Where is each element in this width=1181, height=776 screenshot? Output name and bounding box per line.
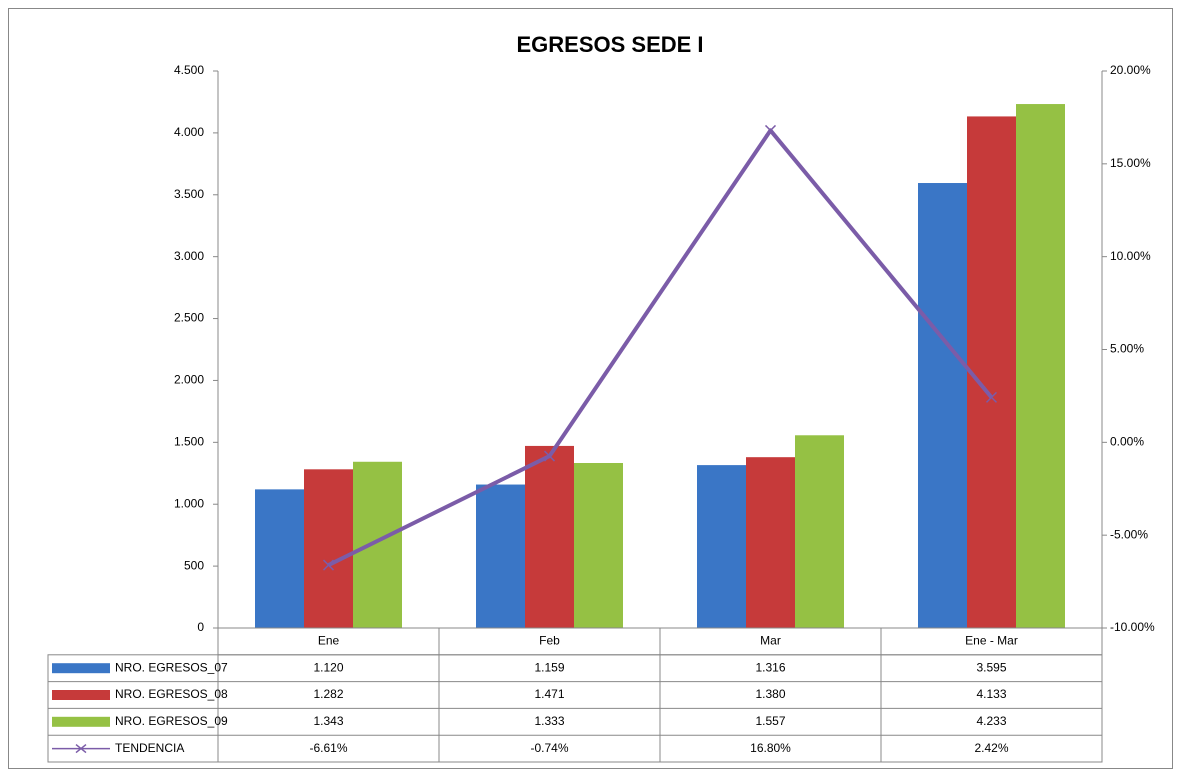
bar — [795, 435, 844, 628]
table-value: -6.61% — [309, 741, 347, 755]
x-tick-label: Ene — [318, 634, 340, 648]
y2-tick-label: 0.00% — [1110, 435, 1144, 449]
bar — [304, 469, 353, 628]
legend-key — [52, 716, 110, 727]
chart-title: EGRESOS SEDE I — [516, 32, 703, 57]
table-value: 2.42% — [974, 741, 1008, 755]
table-value: 1.557 — [755, 714, 785, 728]
x-tick-label: Ene - Mar — [965, 634, 1018, 648]
table-value: 4.233 — [976, 714, 1006, 728]
y-tick-label: 2.000 — [174, 373, 204, 387]
bar — [525, 445, 574, 628]
bar — [574, 463, 623, 628]
bar — [918, 183, 967, 628]
y-tick-label: 1.500 — [174, 435, 204, 449]
trend-marker — [985, 391, 998, 403]
trend-marker — [764, 124, 777, 136]
bar — [967, 116, 1016, 628]
bar — [255, 489, 304, 628]
table-value: 1.120 — [313, 660, 343, 674]
bar — [353, 461, 402, 628]
table-value: -0.74% — [530, 741, 568, 755]
table-value: 3.595 — [976, 660, 1006, 674]
table-value: 1.282 — [313, 687, 343, 701]
trend-marker — [322, 559, 335, 571]
table-value: 16.80% — [750, 741, 791, 755]
y2-tick-label: 5.00% — [1110, 342, 1144, 356]
trend-line — [327, 128, 994, 567]
bar — [476, 484, 525, 628]
y-tick-label: 3.500 — [174, 187, 204, 201]
legend-key — [52, 663, 110, 674]
y-tick-label: 500 — [184, 558, 204, 572]
y2-tick-label: 10.00% — [1110, 249, 1151, 263]
table-value: 1.316 — [755, 660, 785, 674]
table-value: 1.471 — [534, 687, 564, 701]
y-tick-label: 2.500 — [174, 311, 204, 325]
legend-label: NRO. EGRESOS_08 — [115, 687, 228, 701]
bar — [1016, 104, 1065, 629]
x-tick-label: Mar — [760, 634, 781, 648]
table-value: 4.133 — [976, 687, 1006, 701]
x-tick-label: Feb — [539, 634, 560, 648]
legend-key-marker — [75, 744, 87, 754]
table-value: 1.333 — [534, 714, 564, 728]
y2-tick-label: 15.00% — [1110, 156, 1151, 170]
y-tick-label: 3.000 — [174, 249, 204, 263]
table-value: 1.343 — [313, 714, 343, 728]
bar — [746, 457, 795, 628]
trend-marker — [543, 450, 556, 462]
table-value: 1.159 — [534, 660, 564, 674]
legend-key — [52, 690, 110, 700]
y2-tick-label: 20.00% — [1110, 63, 1151, 77]
y2-tick-label: -5.00% — [1110, 527, 1148, 541]
y-tick-label: 4.500 — [174, 63, 204, 77]
table-value: 1.380 — [755, 687, 785, 701]
y2-tick-label: -10.00% — [1110, 620, 1155, 634]
bar — [697, 465, 746, 628]
y-tick-label: 1.000 — [174, 496, 204, 510]
legend-label: NRO. EGRESOS_09 — [115, 714, 228, 728]
legend-label: TENDENCIA — [115, 741, 184, 755]
y-tick-label: 4.000 — [174, 125, 204, 139]
y-tick-label: 0 — [197, 620, 204, 634]
legend-label: NRO. EGRESOS_07 — [115, 660, 228, 674]
